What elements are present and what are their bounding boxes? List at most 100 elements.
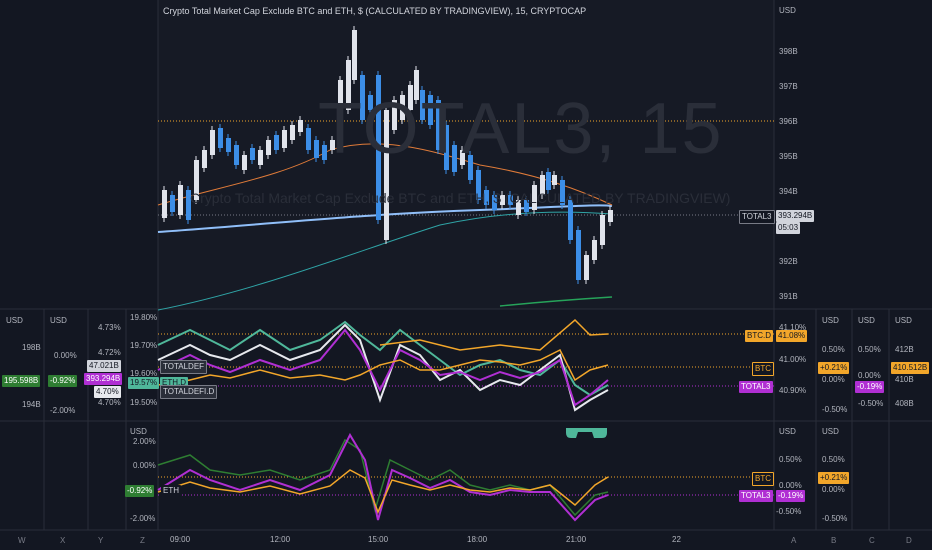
scale-letter[interactable]: D bbox=[906, 536, 912, 545]
bottom-right-tick: -0.50% bbox=[776, 507, 802, 516]
candle-body bbox=[210, 130, 215, 155]
bottom-right2-tick: -0.50% bbox=[822, 514, 848, 523]
eth-change-tag: -0.92% bbox=[125, 485, 155, 497]
candle-body bbox=[376, 75, 381, 220]
candle-body bbox=[460, 150, 465, 165]
candle-body bbox=[508, 195, 513, 205]
legend-totaldef[interactable]: TOTALDEF bbox=[160, 360, 208, 374]
candle-body bbox=[298, 120, 303, 132]
candle-body bbox=[234, 145, 239, 165]
mid-col2-tick: 0.00% bbox=[858, 371, 881, 380]
candle-body bbox=[392, 100, 397, 130]
mid-col2-currency: USD bbox=[858, 316, 875, 325]
price-tick: 392B bbox=[779, 257, 798, 266]
scale-letter[interactable]: W bbox=[18, 536, 26, 545]
scale-letter[interactable]: B bbox=[831, 536, 837, 545]
candle-body bbox=[346, 60, 351, 110]
candle-body bbox=[468, 155, 473, 180]
eth-d-line bbox=[157, 320, 609, 397]
candle-body bbox=[568, 200, 573, 240]
time-tick: 15:00 bbox=[368, 535, 389, 544]
candle-body bbox=[476, 170, 481, 200]
mid-right-tick: 41.10% bbox=[779, 323, 807, 332]
candle-body bbox=[162, 190, 167, 218]
candle-body bbox=[408, 85, 413, 110]
candle-body bbox=[314, 140, 319, 158]
btc-change-line bbox=[157, 469, 609, 514]
totaldef-line bbox=[157, 323, 609, 412]
candle-body bbox=[306, 128, 311, 150]
candle-body bbox=[368, 95, 373, 110]
candle-body bbox=[452, 145, 457, 172]
candle-body bbox=[524, 200, 529, 212]
bottom-total3-value: -0.19% bbox=[776, 490, 806, 502]
price-tick: 391B bbox=[779, 292, 798, 301]
candle-body bbox=[266, 140, 271, 155]
candle-body bbox=[290, 125, 295, 140]
candle-body bbox=[560, 180, 565, 205]
last-price-tag: 393.294B bbox=[776, 210, 815, 222]
candle-body bbox=[338, 80, 343, 140]
candle-body bbox=[242, 155, 247, 170]
candle-body bbox=[186, 190, 191, 220]
left-col3-tag: 393.294B bbox=[84, 373, 123, 385]
legend-totaldefi-d[interactable]: TOTALDEFI.D bbox=[160, 385, 218, 399]
left-col4-tick: 19.50% bbox=[130, 398, 158, 407]
left-col1-currency: USD bbox=[6, 316, 23, 325]
candle-body bbox=[226, 138, 231, 152]
mid-col2-tick: -0.50% bbox=[858, 399, 884, 408]
left-col2-tick: 0.00% bbox=[54, 351, 77, 360]
bottom-currency: USD bbox=[130, 427, 147, 436]
mid-col3-tick: 408B bbox=[895, 399, 914, 408]
bottom-btc-tag: BTC bbox=[752, 472, 774, 486]
scale-letter[interactable]: Y bbox=[98, 536, 104, 545]
bottom-right2-tick: 0.50% bbox=[822, 455, 845, 464]
candle-body bbox=[360, 75, 365, 120]
left-col3-tag: 47.021B bbox=[87, 360, 121, 372]
candle-body bbox=[352, 30, 357, 80]
left-col1-value-tag: 195.598B bbox=[2, 375, 41, 387]
ma-100-line bbox=[157, 211, 613, 311]
total3-change-line bbox=[157, 432, 609, 522]
left-col3-tick: 4.73% bbox=[98, 323, 121, 332]
candle-body bbox=[274, 135, 279, 150]
scale-letter[interactable]: X bbox=[60, 536, 66, 545]
scale-letter[interactable]: C bbox=[869, 536, 875, 545]
eth-label: ETH bbox=[161, 485, 181, 497]
mid-col3-currency: USD bbox=[895, 316, 912, 325]
candle-body bbox=[250, 148, 255, 160]
price-tick: 395B bbox=[779, 152, 798, 161]
candle-body bbox=[428, 95, 433, 125]
left-col4-tick: 19.70% bbox=[130, 341, 158, 350]
scale-letter[interactable]: A bbox=[791, 536, 797, 545]
mid-col2-tick: 0.50% bbox=[858, 345, 881, 354]
left-col4-tick: 19.80% bbox=[130, 313, 158, 322]
left-col1-tick: 194B bbox=[22, 400, 41, 409]
mid-col1-tick: 0.50% bbox=[822, 345, 845, 354]
bottom-right-tick: 0.50% bbox=[779, 455, 802, 464]
btc-line-series bbox=[157, 348, 609, 386]
left-col2-currency: USD bbox=[50, 316, 67, 325]
candle-body bbox=[218, 128, 223, 148]
candle-body bbox=[608, 210, 613, 222]
bottom-left-tick: 2.00% bbox=[133, 437, 156, 446]
candle-body bbox=[546, 172, 551, 190]
left-col4-tick: 19.60% bbox=[130, 369, 158, 378]
time-tick: 09:00 bbox=[170, 535, 191, 544]
candle-body bbox=[592, 240, 597, 260]
btc-d-tag: BTC.D bbox=[745, 330, 773, 342]
ma-300-line bbox=[499, 296, 613, 307]
scale-letter[interactable]: Z bbox=[140, 536, 145, 545]
left-col2-tick: -2.00% bbox=[50, 406, 76, 415]
candle-body bbox=[322, 145, 327, 160]
candle-body bbox=[420, 90, 425, 120]
candle-body bbox=[492, 195, 497, 210]
mid-right-tick: 40.90% bbox=[779, 386, 807, 395]
main-currency: USD bbox=[779, 6, 796, 15]
candle-body bbox=[600, 215, 605, 245]
candle-body bbox=[552, 175, 557, 185]
bottom-right-currency: USD bbox=[779, 427, 796, 436]
time-tick: 18:00 bbox=[467, 535, 488, 544]
btc-d-value: 41.08% bbox=[776, 330, 808, 342]
